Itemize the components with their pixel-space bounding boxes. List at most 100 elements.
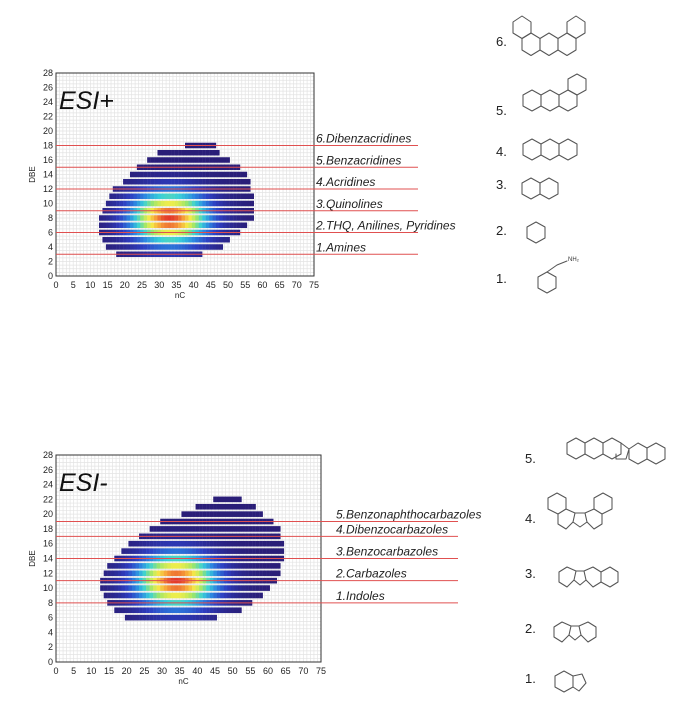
heatmap-cell bbox=[209, 563, 214, 569]
heatmap-cell bbox=[248, 570, 253, 577]
heatmap-cell bbox=[139, 563, 143, 569]
heatmap-cell bbox=[167, 200, 172, 207]
heatmap-cell bbox=[147, 215, 151, 221]
heatmap-cell bbox=[185, 193, 189, 200]
heatmap-cell bbox=[234, 607, 239, 614]
heatmap-cell bbox=[129, 193, 134, 200]
heatmap-cell bbox=[143, 236, 148, 243]
heatmap-cell bbox=[150, 193, 155, 200]
indole-structure-icon bbox=[554, 670, 587, 693]
heatmap-cell bbox=[192, 526, 196, 532]
heatmap-cell bbox=[135, 540, 140, 547]
heatmap-cell bbox=[164, 200, 168, 207]
heatmap-cell bbox=[215, 157, 220, 163]
heatmap-cell bbox=[157, 244, 162, 250]
heatmap-cell bbox=[220, 563, 225, 569]
heatmap-cell bbox=[109, 215, 113, 221]
heatmap-cell bbox=[195, 607, 200, 614]
heatmap-cell bbox=[223, 592, 228, 599]
heatmap-cell bbox=[209, 548, 214, 554]
heatmap-cell bbox=[131, 548, 136, 554]
heatmap-cell bbox=[227, 540, 232, 547]
heatmap-cell bbox=[188, 200, 193, 207]
heatmap-cell bbox=[233, 171, 237, 178]
heatmap-cell bbox=[188, 178, 193, 185]
heatmap-cell bbox=[229, 200, 234, 207]
heatmap-cell bbox=[167, 149, 172, 156]
heatmap-cell bbox=[227, 548, 232, 554]
heatmap-cell bbox=[123, 222, 127, 229]
y-tick-label: 28 bbox=[43, 68, 53, 78]
acridine-structure-icon bbox=[522, 138, 578, 161]
heatmap-cell bbox=[215, 215, 220, 221]
heatmap-cell bbox=[195, 244, 199, 250]
heatmap-cell bbox=[212, 236, 217, 243]
heatmap-cell bbox=[222, 178, 227, 185]
heatmap-cell bbox=[133, 171, 138, 178]
heatmap-cell bbox=[229, 222, 234, 229]
heatmap-cell bbox=[178, 222, 182, 229]
heatmap-cell bbox=[192, 585, 196, 591]
heatmap-cell bbox=[248, 585, 253, 591]
heatmap-cell bbox=[105, 215, 110, 221]
heatmap-cell bbox=[243, 200, 248, 207]
heatmap-cell bbox=[195, 526, 200, 532]
heatmap-cell bbox=[107, 585, 111, 591]
y-tick-label: 20 bbox=[43, 126, 53, 136]
heatmap-cell bbox=[255, 511, 260, 517]
heatmap-cell bbox=[245, 585, 249, 591]
heatmap-cell bbox=[177, 585, 182, 591]
class-label: 5.Benzonaphthocarbazoles bbox=[336, 508, 481, 522]
heatmap-cell bbox=[119, 193, 124, 200]
heatmap-cell bbox=[170, 563, 175, 569]
heatmap-cell bbox=[195, 548, 200, 554]
heatmap-cell bbox=[199, 592, 203, 599]
heatmap-cell bbox=[135, 592, 140, 599]
heatmap-cell bbox=[157, 157, 162, 163]
heatmap-cell bbox=[163, 570, 168, 577]
heatmap-cell bbox=[237, 503, 242, 510]
heatmap-cell bbox=[236, 222, 241, 229]
y-tick-label: 4 bbox=[48, 242, 53, 252]
heatmap-cell bbox=[103, 570, 108, 577]
heatmap-cell bbox=[246, 215, 251, 221]
heatmap-cell bbox=[229, 171, 234, 178]
benzacridine-structure-icon bbox=[522, 73, 587, 112]
heatmap-cell bbox=[223, 496, 228, 503]
heatmap-cell bbox=[147, 200, 151, 207]
heatmap-cell bbox=[198, 157, 203, 163]
heatmap-cell bbox=[223, 540, 228, 547]
heatmap-cell bbox=[129, 244, 134, 250]
heatmap-cell bbox=[234, 526, 239, 532]
heatmap-cell bbox=[188, 171, 193, 178]
y-tick-label: 28 bbox=[43, 450, 53, 460]
heatmap-cell bbox=[195, 178, 199, 185]
heatmap-cell bbox=[135, 607, 140, 614]
heatmap-cell bbox=[156, 614, 161, 621]
heatmap-cell bbox=[174, 548, 179, 554]
heatmap-cell bbox=[146, 607, 150, 614]
heatmap-cell bbox=[234, 503, 239, 510]
heatmap-cell bbox=[240, 193, 244, 200]
heatmap-cell bbox=[121, 548, 126, 554]
heatmap-cell bbox=[212, 171, 217, 178]
heatmap-cell bbox=[174, 563, 179, 569]
structure-number: 5. bbox=[496, 103, 507, 118]
heatmap-cell bbox=[135, 585, 140, 591]
x-tick-label: 60 bbox=[257, 280, 267, 290]
heatmap-cell bbox=[174, 236, 179, 243]
heatmap-cell bbox=[227, 570, 232, 577]
heatmap-cell bbox=[230, 563, 235, 569]
heatmap-cell bbox=[146, 563, 150, 569]
heatmap-cell bbox=[107, 592, 111, 599]
heatmap-cell bbox=[195, 157, 199, 163]
heatmap-cell bbox=[230, 607, 235, 614]
heatmap-cell bbox=[206, 526, 210, 532]
heatmap-cell bbox=[266, 540, 270, 547]
heatmap-cell bbox=[171, 215, 175, 221]
heatmap-cell bbox=[222, 193, 227, 200]
heatmap-cell bbox=[124, 592, 129, 599]
heatmap-cell bbox=[126, 222, 131, 229]
heatmap-cell bbox=[230, 496, 235, 503]
heatmap-cell bbox=[227, 585, 232, 591]
